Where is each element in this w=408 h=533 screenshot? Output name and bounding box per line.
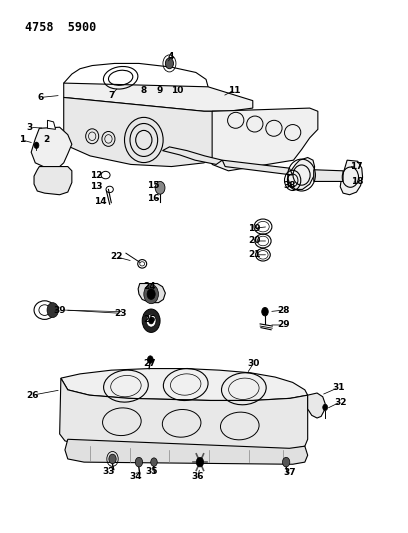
Text: 8: 8 [141, 85, 147, 94]
Polygon shape [287, 158, 315, 189]
Circle shape [323, 404, 328, 410]
Circle shape [142, 309, 160, 333]
Circle shape [47, 303, 58, 318]
Text: 27: 27 [143, 359, 155, 368]
Text: 21: 21 [248, 251, 261, 260]
Text: 15: 15 [147, 181, 160, 190]
Circle shape [155, 181, 165, 194]
Polygon shape [34, 166, 72, 195]
Text: 12: 12 [90, 171, 102, 180]
Text: 7: 7 [108, 91, 115, 100]
Text: 33: 33 [102, 467, 115, 475]
Text: 6: 6 [38, 93, 44, 102]
Text: 19: 19 [248, 224, 261, 233]
Text: 34: 34 [129, 472, 142, 481]
Text: 10: 10 [171, 85, 184, 94]
Text: 26: 26 [26, 391, 39, 400]
Text: 29: 29 [277, 320, 290, 329]
Text: 13: 13 [90, 182, 102, 191]
Circle shape [109, 454, 116, 464]
Text: 28: 28 [277, 305, 290, 314]
Text: 3: 3 [27, 123, 33, 132]
Circle shape [147, 289, 155, 300]
Text: 35: 35 [145, 467, 157, 475]
Text: 23: 23 [114, 309, 127, 318]
Polygon shape [314, 169, 343, 181]
Polygon shape [31, 127, 72, 166]
Polygon shape [64, 63, 208, 99]
Polygon shape [60, 378, 308, 451]
Text: 17: 17 [350, 162, 363, 171]
Text: 18: 18 [351, 177, 364, 186]
Polygon shape [64, 83, 253, 111]
Circle shape [149, 318, 153, 324]
Polygon shape [138, 284, 165, 303]
Text: 11: 11 [228, 85, 241, 94]
Text: 38: 38 [283, 181, 296, 190]
Circle shape [196, 457, 204, 467]
Text: 1: 1 [19, 135, 25, 144]
Text: 16: 16 [147, 194, 160, 203]
Polygon shape [162, 147, 222, 165]
Circle shape [135, 457, 143, 467]
Polygon shape [65, 439, 308, 464]
Text: 31: 31 [332, 383, 344, 392]
Circle shape [165, 58, 173, 69]
Circle shape [34, 142, 39, 149]
Text: 39: 39 [53, 305, 66, 314]
Polygon shape [64, 98, 237, 166]
Text: 37: 37 [283, 469, 296, 477]
Polygon shape [340, 160, 363, 195]
Text: 30: 30 [247, 359, 260, 368]
Circle shape [147, 356, 153, 364]
Polygon shape [47, 120, 55, 130]
Polygon shape [308, 393, 325, 418]
Text: 20: 20 [248, 237, 261, 246]
Text: 36: 36 [192, 472, 204, 481]
Text: 9: 9 [157, 85, 163, 94]
Text: 2: 2 [43, 135, 49, 144]
Circle shape [146, 314, 156, 327]
Circle shape [282, 457, 290, 467]
Polygon shape [212, 108, 318, 171]
Text: 4: 4 [167, 52, 174, 61]
Text: 25: 25 [143, 315, 155, 324]
Text: 24: 24 [143, 282, 155, 291]
Text: 4758  5900: 4758 5900 [25, 21, 96, 34]
Text: 22: 22 [110, 253, 123, 261]
Circle shape [151, 458, 157, 466]
Polygon shape [222, 160, 293, 175]
Circle shape [262, 308, 268, 316]
Text: 32: 32 [334, 398, 346, 407]
Polygon shape [61, 368, 308, 400]
Text: 14: 14 [94, 197, 106, 206]
Circle shape [144, 285, 158, 304]
